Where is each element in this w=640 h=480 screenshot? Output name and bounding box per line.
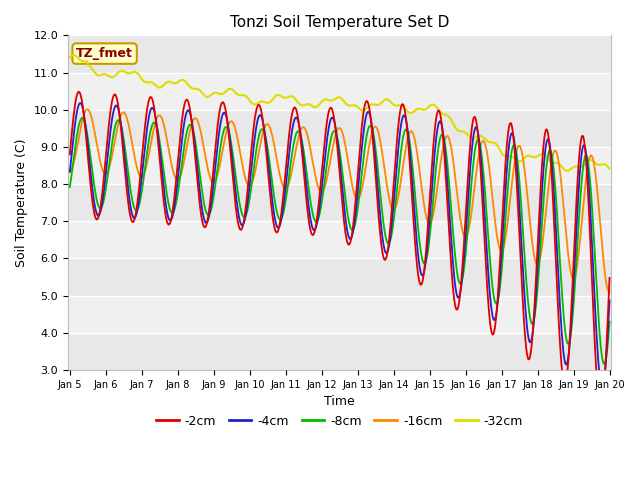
X-axis label: Time: Time [324,395,355,408]
Bar [68,333,611,370]
Bar [68,110,611,147]
Text: TZ_fmet: TZ_fmet [76,47,133,60]
Legend: -2cm, -4cm, -8cm, -16cm, -32cm: -2cm, -4cm, -8cm, -16cm, -32cm [151,410,528,432]
Bar [68,36,611,72]
Bar [68,147,611,184]
Bar [68,184,611,221]
Bar [68,258,611,296]
Y-axis label: Soil Temperature (C): Soil Temperature (C) [15,138,28,267]
Bar [68,221,611,258]
Bar [68,296,611,333]
Bar [68,72,611,110]
Title: Tonzi Soil Temperature Set D: Tonzi Soil Temperature Set D [230,15,449,30]
